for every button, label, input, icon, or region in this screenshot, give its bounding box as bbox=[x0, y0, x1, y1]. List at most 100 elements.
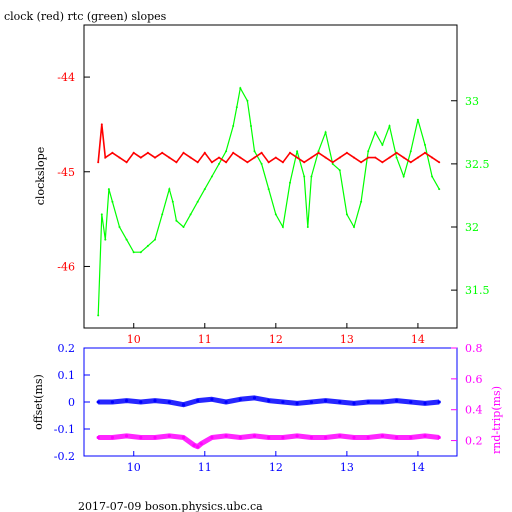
top-left-y-tick-label: -46 bbox=[57, 260, 75, 273]
top-series-red-point bbox=[111, 151, 114, 154]
top-series-green-point bbox=[310, 175, 313, 178]
top-right-y-tick-label: 31.5 bbox=[465, 284, 490, 297]
top-series-green-point bbox=[139, 251, 142, 254]
chart-title: clock (red) rtc (green) slopes bbox=[4, 10, 167, 23]
bottom-left-y-tick-label: -0.2 bbox=[54, 450, 75, 463]
top-series-green-point bbox=[107, 188, 110, 191]
bottom-y-axis-label-left: offset(ms) bbox=[32, 374, 45, 430]
bottom-series-magenta-point bbox=[352, 435, 356, 440]
top-series-green-line bbox=[97, 86, 440, 316]
top-series-red-point bbox=[324, 156, 327, 159]
top-series-red-point bbox=[239, 156, 242, 159]
top-series-green-point bbox=[125, 238, 128, 241]
top-series-green-point bbox=[424, 143, 426, 146]
top-left-y-tick-label: -44 bbox=[57, 71, 75, 84]
top-series-red-point bbox=[100, 123, 103, 126]
top-series-green-point bbox=[168, 188, 171, 191]
top-y-axis-label: clockslope bbox=[34, 147, 47, 205]
top-series-green-point bbox=[132, 251, 135, 254]
bottom-series-magenta-point bbox=[96, 435, 100, 440]
top-series-green-point bbox=[416, 118, 419, 121]
bottom-series-magenta-point bbox=[181, 435, 186, 440]
top-series-red-point bbox=[381, 161, 384, 164]
bottom-series-blue-point bbox=[210, 397, 214, 401]
top-series-green-point bbox=[367, 150, 370, 153]
top-left-y-tick-label: -45 bbox=[57, 166, 75, 179]
bottom-series-blue-point bbox=[295, 401, 299, 405]
top-series-green-point bbox=[235, 106, 238, 109]
top-series-red-point bbox=[388, 156, 391, 159]
top-series-green-point bbox=[118, 226, 121, 228]
top-series-red-point bbox=[196, 161, 199, 164]
bottom-series-blue-point bbox=[281, 400, 285, 404]
bottom-left-y-tick-label: 0.1 bbox=[58, 369, 76, 382]
top-series-green-point bbox=[374, 131, 377, 134]
top-series-green-point bbox=[274, 213, 277, 216]
bottom-series-blue-point bbox=[96, 400, 100, 404]
top-series-layer bbox=[97, 86, 441, 317]
top-series-red-point bbox=[168, 156, 171, 159]
top-series-green-point bbox=[182, 226, 185, 228]
top-series-green-point bbox=[232, 125, 235, 127]
bottom-series-magenta-point bbox=[167, 434, 171, 438]
bottom-series-magenta-point bbox=[423, 434, 427, 438]
top-series-red-point bbox=[253, 156, 256, 159]
top-series-green-point bbox=[306, 226, 309, 228]
bottom-series-blue-point bbox=[125, 399, 129, 403]
bottom-series-blue-point bbox=[437, 400, 441, 404]
bottom-x-tick-label: 10 bbox=[127, 461, 141, 474]
top-series-red-point bbox=[424, 151, 426, 154]
top-series-green-point bbox=[246, 99, 249, 102]
top-series-green-point bbox=[281, 226, 284, 228]
bottom-series-blue-point bbox=[309, 400, 313, 404]
top-series-green-point bbox=[345, 213, 348, 216]
bottom-series-magenta-point bbox=[380, 434, 384, 438]
top-series-red-point bbox=[139, 156, 142, 159]
top-series-green-point bbox=[253, 150, 256, 153]
bottom-series-magenta-point bbox=[199, 442, 203, 446]
top-series-red-point bbox=[416, 156, 419, 159]
top-series-green-point bbox=[303, 175, 306, 178]
top-series-red-line bbox=[97, 124, 440, 164]
bottom-series-blue-point bbox=[352, 401, 356, 405]
top-series-red-point bbox=[267, 161, 270, 164]
bottom-series-magenta-point bbox=[153, 435, 157, 440]
top-series-green-point bbox=[431, 175, 434, 178]
top-series-red-point bbox=[402, 156, 405, 159]
bottom-series-blue-point bbox=[224, 400, 228, 404]
top-series-red-point bbox=[210, 161, 213, 164]
bottom-series-magenta-point bbox=[409, 435, 413, 440]
top-series-red-point bbox=[104, 156, 107, 159]
top-right-y-tick-label: 33 bbox=[465, 95, 479, 108]
top-series-green-point bbox=[250, 125, 252, 127]
top-series-red-point bbox=[146, 151, 149, 154]
top-series-green-point bbox=[189, 213, 192, 216]
bottom-axes: 10 11 12 13 14 0.2 0.1 0 -0.1 -0.2 0.8 0.6 0.4 0.2 bbox=[54, 342, 483, 474]
top-series-red-point bbox=[118, 156, 121, 159]
top-series-green-point bbox=[104, 238, 107, 241]
top-series-green-point bbox=[289, 181, 291, 184]
top-series-red-point bbox=[274, 156, 277, 159]
top-series-red-point bbox=[367, 156, 370, 159]
top-series-green-point bbox=[331, 162, 334, 165]
top-series-red-point bbox=[395, 151, 398, 154]
bottom-series-magenta-point bbox=[210, 435, 214, 440]
top-series-green-point bbox=[100, 213, 103, 216]
bottom-series-blue-point bbox=[238, 397, 242, 401]
top-series-green-point bbox=[267, 188, 270, 191]
top-series-red-point bbox=[218, 156, 220, 159]
top-series-green-point bbox=[381, 143, 384, 146]
bottom-left-y-tick-label: 0.2 bbox=[58, 342, 76, 355]
bottom-x-tick-label: 13 bbox=[340, 461, 354, 474]
top-series-red-point bbox=[132, 151, 135, 154]
bottom-x-tick-label: 14 bbox=[411, 461, 425, 474]
bottom-series-magenta-point bbox=[395, 435, 399, 440]
top-plot-frame bbox=[83, 24, 458, 329]
bottom-series-magenta-point bbox=[267, 435, 271, 440]
top-series-green-point bbox=[171, 200, 174, 203]
bottom-series-blue-point bbox=[380, 400, 384, 404]
top-series-green-point bbox=[97, 314, 100, 317]
top-series-red-point bbox=[360, 161, 363, 164]
bottom-y-axis-label-right: rnd-trip(ms) bbox=[490, 386, 503, 454]
top-series-green-point bbox=[218, 162, 220, 165]
